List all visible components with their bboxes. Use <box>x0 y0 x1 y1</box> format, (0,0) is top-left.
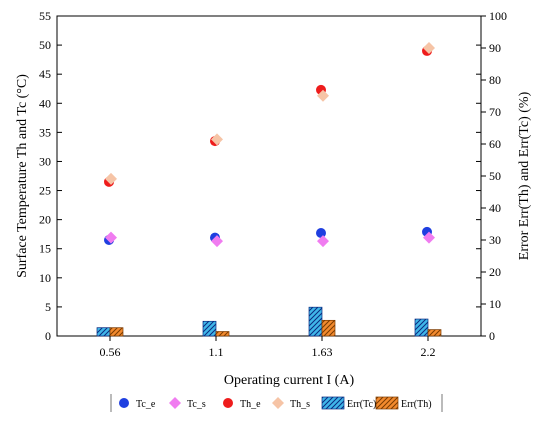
legend-marker-th-s <box>272 397 284 409</box>
legend-label-err-tc: Err(Tc) <box>347 399 376 410</box>
left-tick-label: 15 <box>39 242 51 256</box>
legend-swatch-err-th <box>375 396 399 410</box>
plot-border <box>56 15 482 337</box>
left-tick-label: 10 <box>39 271 51 285</box>
left-tick-label: 0 <box>45 329 51 343</box>
right-tick-label: 20 <box>489 265 501 279</box>
right-tick-label: 50 <box>489 169 501 183</box>
right-tick-label: 100 <box>489 9 507 23</box>
point-tc-e <box>316 228 326 239</box>
left-axis-ticks: 0 5 10 15 20 25 30 35 40 45 50 55 <box>39 9 481 343</box>
point-th-s <box>423 42 435 54</box>
plot-frame <box>56 15 482 337</box>
legend-marker-th-e <box>223 398 233 408</box>
x-axis-title: Operating current I (A) <box>224 373 355 388</box>
right-tick-label: 10 <box>489 297 501 311</box>
point-tc-s <box>105 231 117 244</box>
points-layer <box>104 42 435 248</box>
bar-err-tc <box>202 320 217 337</box>
legend-marker-tc-e <box>119 398 129 408</box>
legend-label-th-s: Th_s <box>290 399 310 410</box>
right-tick-label: 80 <box>489 73 501 87</box>
right-tick-label: 70 <box>489 105 501 119</box>
x-tick-label: 1.1 <box>209 345 224 359</box>
bar-err-th <box>427 329 442 337</box>
point-th-s <box>211 133 223 146</box>
x-tick-label: 0.56 <box>100 345 121 359</box>
x-axis-ticks: 0.56 1.1 1.63 2.2 <box>100 336 436 359</box>
legend-label-tc-s: Tc_s <box>187 399 206 410</box>
right-tick-label: 90 <box>489 41 501 55</box>
bar-err-th <box>215 331 230 337</box>
point-th-s <box>317 89 329 102</box>
left-tick-label: 50 <box>39 38 51 52</box>
x-tick-label: 2.2 <box>421 345 436 359</box>
bar-err-tc <box>96 327 111 337</box>
legend-label-err-th: Err(Th) <box>401 399 432 410</box>
bar-err-th <box>109 327 124 337</box>
left-tick-label: 25 <box>39 184 51 198</box>
right-tick-label: 60 <box>489 137 501 151</box>
bar-err-tc <box>308 306 323 337</box>
legend-marker-tc-s <box>169 397 181 409</box>
bar-err-th <box>321 319 336 337</box>
right-tick-label: 40 <box>489 201 501 215</box>
bars-layer <box>96 306 442 337</box>
point-th-s <box>105 172 117 185</box>
legend: Tc_e Tc_s Th_e Th_s Err(Tc) Err(Th) <box>110 394 443 412</box>
left-axis-title: Surface Temperature Th and Tc (°C) <box>15 74 30 278</box>
point-tc-s <box>423 231 435 244</box>
right-axis-title: Error Err(Th) and Err(Tc) (%) <box>517 91 532 260</box>
legend-label-tc-e: Tc_e <box>136 399 156 410</box>
left-tick-label: 55 <box>39 9 51 23</box>
left-tick-label: 30 <box>39 154 51 168</box>
point-tc-s <box>317 235 329 248</box>
right-axis-ticks: 0 10 20 30 40 50 60 70 80 90 100 <box>481 9 507 343</box>
bar-err-tc <box>414 318 429 337</box>
left-tick-label: 45 <box>39 67 51 81</box>
legend-swatch-err-tc <box>321 396 345 410</box>
right-tick-label: 30 <box>489 233 501 247</box>
x-tick-label: 1.63 <box>312 345 333 359</box>
left-tick-label: 35 <box>39 125 51 139</box>
left-tick-label: 20 <box>39 213 51 227</box>
left-tick-label: 5 <box>45 300 51 314</box>
right-tick-label: 0 <box>489 329 495 343</box>
legend-label-th-e: Th_e <box>240 399 261 410</box>
point-tc-s <box>211 235 223 248</box>
left-tick-label: 40 <box>39 96 51 110</box>
